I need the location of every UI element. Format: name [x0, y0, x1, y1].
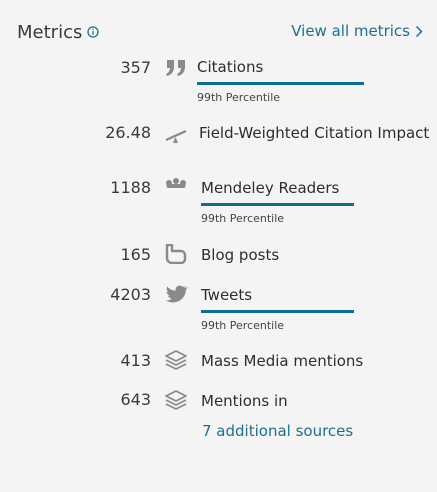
- metric-label: Mentions in: [201, 392, 288, 410]
- seesaw-icon: [165, 129, 187, 143]
- quote-icon: [166, 60, 185, 76]
- layers-icon: [165, 350, 187, 370]
- view-all-metrics-link[interactable]: View all metrics: [291, 22, 423, 40]
- metric-label[interactable]: Citations: [197, 58, 264, 76]
- percentile-bar: [201, 203, 354, 206]
- metric-value: 165: [120, 245, 151, 264]
- metric-label[interactable]: Tweets: [201, 286, 253, 304]
- percentile-bar: [201, 310, 354, 313]
- metric-value: 413: [120, 351, 151, 370]
- metric-label: Mass Media mentions: [201, 352, 364, 370]
- mendeley-icon: [166, 178, 186, 188]
- percentile-bar: [197, 82, 364, 85]
- metrics-title: Metrics: [17, 22, 83, 43]
- metric-value: 643: [120, 390, 151, 409]
- metric-value: 26.48: [105, 123, 151, 142]
- percentile-text: 99th Percentile: [201, 319, 285, 332]
- metric-value: 1188: [110, 178, 151, 197]
- twitter-bird-icon: [165, 285, 188, 303]
- metric-label: Field-Weighted Citation Impact: [199, 124, 430, 142]
- additional-sources-link[interactable]: 7 additional sources: [202, 422, 354, 440]
- metric-value: 4203: [110, 285, 151, 304]
- view-all-metrics-label: View all metrics: [291, 22, 410, 40]
- chevron-right-icon: [415, 25, 423, 37]
- percentile-text: 99th Percentile: [197, 91, 281, 104]
- metric-label: Blog posts: [201, 246, 280, 264]
- metric-value: 357: [120, 58, 151, 77]
- info-icon[interactable]: [87, 26, 99, 38]
- metric-label[interactable]: Mendeley Readers: [201, 179, 340, 197]
- blog-icon: [165, 244, 187, 264]
- layers-icon: [165, 390, 187, 410]
- percentile-text: 99th Percentile: [201, 212, 285, 225]
